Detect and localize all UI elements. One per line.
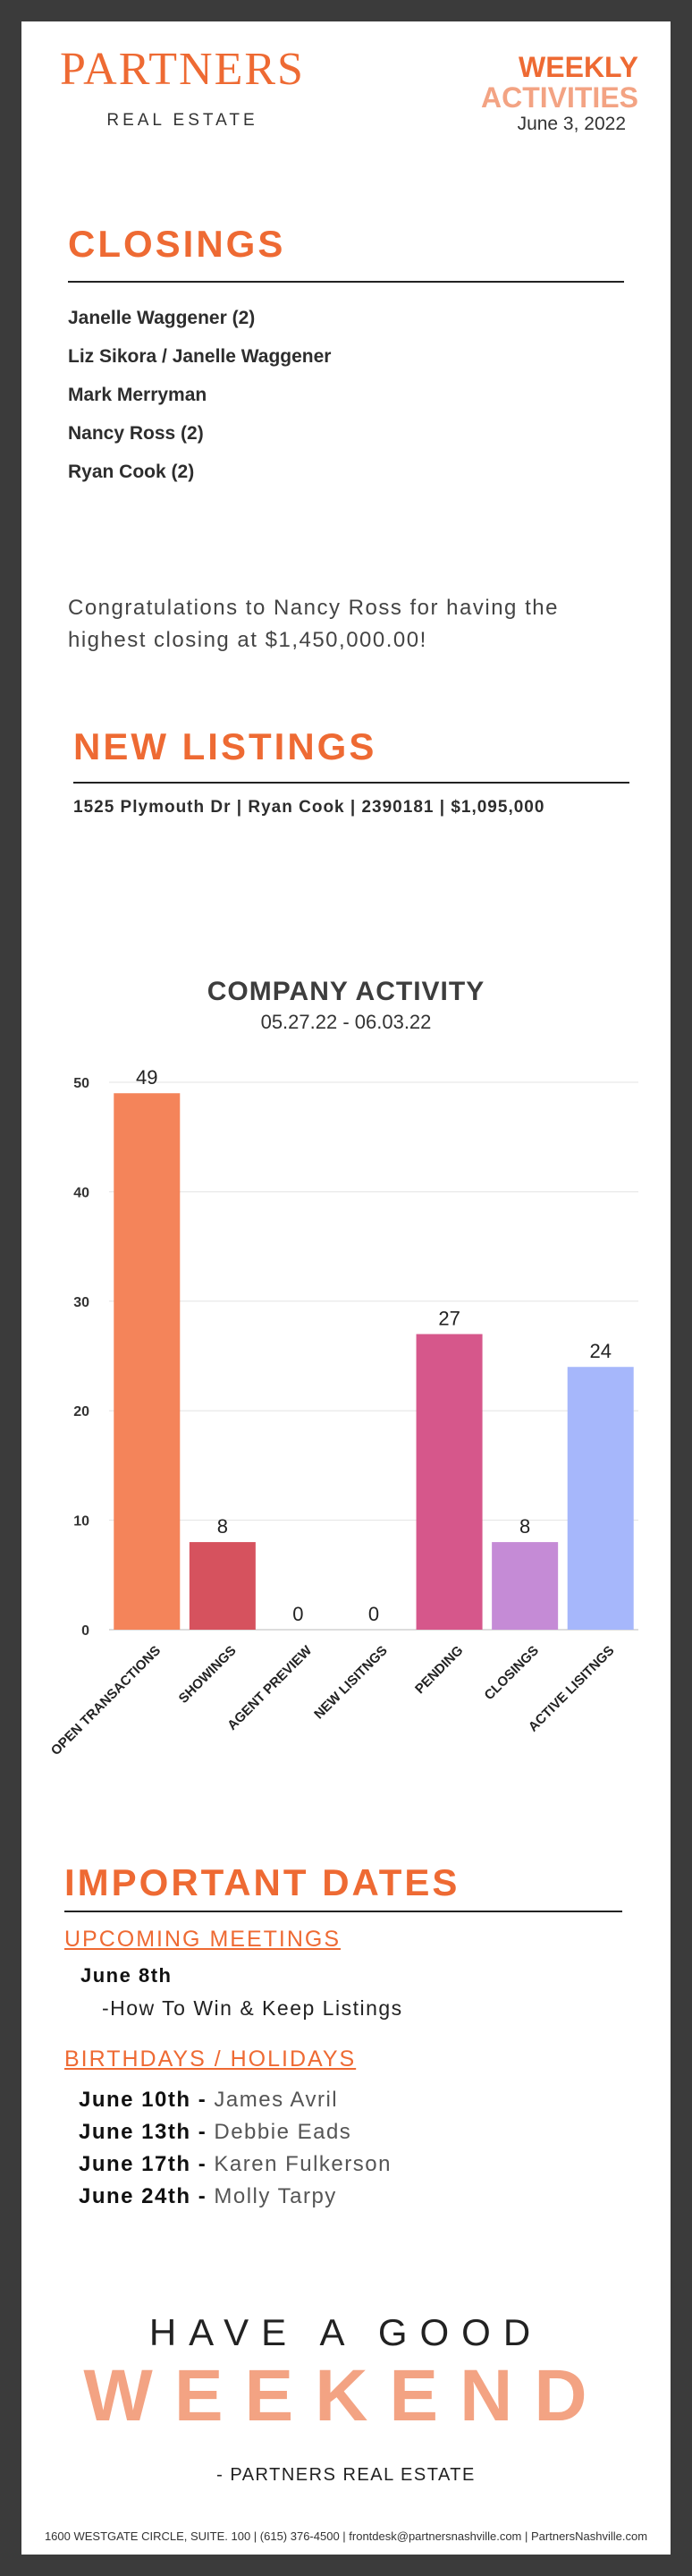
list-item: Ryan Cook (2) bbox=[68, 462, 195, 482]
birthday-date: June 24th - bbox=[79, 2184, 207, 2208]
y-tick-label: 30 bbox=[73, 1295, 89, 1310]
x-tick-label: SHOWINGS bbox=[176, 1643, 240, 1707]
data-label: 0 bbox=[368, 1603, 379, 1625]
newsletter-title: WEEKLY ACTIVITIES bbox=[442, 52, 638, 113]
birthday-name: Molly Tarpy bbox=[214, 2184, 337, 2208]
signoff-text: - PARTNERS REAL ESTATE bbox=[216, 2465, 476, 2485]
bar bbox=[492, 1542, 559, 1630]
footer-contact: 1600 WESTGATE CIRCLE, SUITE. 100 | (615)… bbox=[44, 2529, 648, 2543]
data-label: 8 bbox=[217, 1515, 228, 1538]
y-tick-label: 40 bbox=[73, 1185, 89, 1200]
birthday-name: James Avril bbox=[214, 2088, 339, 2112]
meeting-date: June 8th bbox=[80, 1964, 173, 1987]
data-label: 0 bbox=[292, 1603, 303, 1625]
birthday-item: June 10th - James Avril bbox=[79, 2088, 338, 2113]
important-dates-divider bbox=[64, 1911, 622, 1912]
y-tick-label: 20 bbox=[73, 1404, 89, 1419]
birthday-name: Debbie Eads bbox=[214, 2120, 352, 2144]
x-tick-label: NEW LISITNGS bbox=[311, 1643, 391, 1723]
important-dates-title: IMPORTANT DATES bbox=[64, 1861, 460, 1903]
closings-list: Janelle Waggener (2) Liz Sikora / Janell… bbox=[68, 299, 331, 491]
birthday-date: June 13th - bbox=[79, 2120, 207, 2144]
data-label: 49 bbox=[136, 1066, 157, 1089]
logo-name: PARTNERS bbox=[60, 44, 305, 95]
new-listings-title: NEW LISTINGS bbox=[73, 725, 377, 767]
birthdays-holidays-heading: BIRTHDAYS / HOLIDAYS bbox=[64, 2046, 357, 2072]
y-tick-label: 10 bbox=[73, 1514, 89, 1530]
bar bbox=[189, 1542, 256, 1630]
list-item: Mark Merryman bbox=[68, 385, 207, 405]
birthday-item: June 17th - Karen Fulkerson bbox=[79, 2152, 392, 2177]
closings-title: CLOSINGS bbox=[68, 223, 286, 265]
bar bbox=[114, 1093, 181, 1630]
birthday-date: June 17th - bbox=[79, 2152, 207, 2176]
chart-title: COMPANY ACTIVITY bbox=[207, 977, 485, 1006]
x-tick-label: ACTIVE LISITNGS bbox=[526, 1643, 618, 1735]
data-label: 8 bbox=[519, 1515, 530, 1538]
data-label: 27 bbox=[438, 1308, 460, 1330]
y-tick-label: 50 bbox=[73, 1076, 89, 1091]
weekend-text: WEEKEND bbox=[83, 2355, 609, 2436]
x-tick-label: PENDING bbox=[412, 1643, 466, 1697]
chart-subtitle: 05.27.22 - 06.03.22 bbox=[260, 1011, 432, 1033]
newsletter-date: June 3, 2022 bbox=[517, 114, 626, 134]
have-a-good-text: HAVE A GOOD bbox=[148, 2311, 544, 2353]
x-tick-label: CLOSINGS bbox=[482, 1643, 542, 1703]
x-tick-label: AGENT PREVIEW bbox=[224, 1642, 316, 1733]
list-item: Liz Sikora / Janelle Waggener bbox=[68, 346, 332, 367]
birthday-name: Karen Fulkerson bbox=[214, 2152, 392, 2176]
list-item: Nancy Ross (2) bbox=[68, 423, 204, 444]
new-listings-divider bbox=[73, 782, 629, 784]
logo-subtitle: REAL ESTATE bbox=[106, 111, 258, 130]
meeting-description: -How To Win & Keep Listings bbox=[102, 1996, 403, 2020]
congratulations-note: Congratulations to Nancy Ross for having… bbox=[68, 596, 559, 652]
bar bbox=[416, 1334, 483, 1630]
list-item: Janelle Waggener (2) bbox=[68, 308, 256, 328]
y-tick-label: 0 bbox=[81, 1623, 89, 1639]
closings-divider bbox=[68, 281, 624, 283]
birthday-date: June 10th - bbox=[79, 2088, 207, 2112]
newsletter-page: PARTNERS REAL ESTATE WEEKLY ACTIVITIES J… bbox=[21, 21, 671, 2555]
birthday-item: June 13th - Debbie Eads bbox=[79, 2120, 351, 2145]
birthday-item: June 24th - Molly Tarpy bbox=[79, 2184, 337, 2209]
x-tick-label: OPEN TRANSACTIONS bbox=[48, 1643, 164, 1758]
company-activity-chart: 0 10 20 30 40 50 49 OPEN TRANSACTIONS 8 SHOWINGS 0… bbox=[48, 1066, 638, 1758]
data-label: 24 bbox=[589, 1340, 611, 1362]
bar bbox=[567, 1367, 634, 1630]
title-line-weekly: WEEKLY bbox=[519, 51, 638, 83]
listing-item: 1525 Plymouth Dr | Ryan Cook | 2390181 |… bbox=[73, 798, 545, 817]
title-line-activities: ACTIVITIES bbox=[480, 81, 638, 114]
upcoming-meetings-heading: UPCOMING MEETINGS bbox=[64, 1927, 342, 1952]
